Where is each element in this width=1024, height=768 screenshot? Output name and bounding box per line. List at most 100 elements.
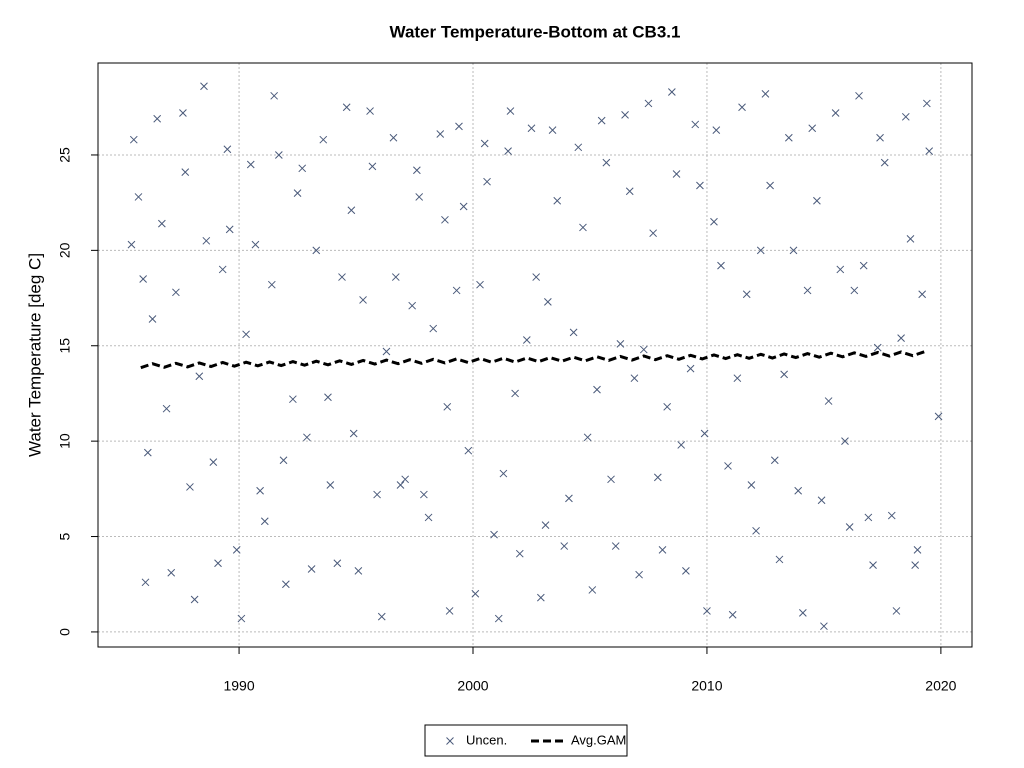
point — [214, 559, 222, 568]
point — [824, 397, 833, 405]
point — [700, 429, 709, 438]
y-tick-label: 5 — [57, 532, 73, 540]
point — [324, 393, 332, 402]
point — [167, 568, 176, 577]
marker-stroke — [443, 402, 452, 411]
point — [682, 567, 690, 575]
marker-stroke — [553, 196, 562, 205]
marker-stroke — [824, 397, 833, 405]
plot-frame — [97, 62, 973, 648]
point — [202, 236, 211, 245]
point — [897, 334, 905, 342]
point — [452, 286, 461, 295]
point — [717, 261, 725, 270]
point — [143, 448, 152, 457]
marker-stroke — [368, 162, 377, 171]
point — [880, 158, 889, 167]
marker-stroke — [897, 334, 905, 342]
point — [775, 555, 784, 564]
point — [515, 549, 524, 558]
marker-stroke — [887, 511, 896, 520]
marker-stroke — [349, 429, 358, 438]
marker-stroke — [237, 614, 246, 623]
point — [869, 561, 877, 570]
marker-stroke — [873, 343, 882, 352]
marker-stroke — [246, 160, 255, 169]
marker-stroke — [658, 546, 667, 554]
marker-stroke — [691, 120, 700, 129]
point — [780, 370, 788, 379]
marker-stroke — [611, 542, 620, 550]
marker-stroke — [635, 570, 643, 579]
marker-stroke — [396, 481, 405, 489]
point — [242, 330, 250, 339]
point — [541, 521, 550, 529]
point — [845, 523, 854, 531]
point — [934, 412, 943, 421]
marker-stroke — [934, 412, 943, 421]
point — [139, 275, 148, 283]
marker-stroke — [784, 133, 793, 142]
point — [747, 481, 756, 489]
point — [307, 565, 316, 573]
marker-stroke — [366, 107, 374, 115]
point — [225, 225, 234, 234]
point — [569, 328, 578, 337]
x-tick-label: 2000 — [457, 678, 488, 694]
marker-stroke — [200, 82, 208, 91]
point — [873, 343, 882, 352]
marker-stroke — [338, 273, 346, 281]
point — [913, 546, 922, 554]
marker-stroke — [214, 559, 222, 568]
point — [611, 542, 620, 550]
point — [303, 433, 311, 442]
point — [918, 290, 927, 299]
marker-stroke — [377, 612, 386, 621]
marker-stroke — [459, 202, 468, 211]
point — [464, 446, 473, 455]
marker-stroke — [511, 389, 519, 398]
marker-stroke — [770, 456, 779, 465]
point — [293, 189, 302, 197]
chart-title: Water Temperature-Bottom at CB3.1 — [390, 22, 681, 41]
point — [172, 288, 180, 297]
marker-stroke — [429, 324, 438, 333]
marker-stroke — [712, 126, 721, 135]
point — [282, 580, 290, 589]
marker-stroke — [733, 374, 742, 383]
point — [445, 607, 454, 615]
point — [382, 347, 391, 356]
point — [270, 91, 279, 100]
y-tick-label: 15 — [57, 338, 73, 354]
point — [766, 181, 774, 190]
point — [436, 130, 445, 138]
marker-stroke — [476, 280, 484, 289]
marker-stroke — [158, 219, 166, 228]
point — [413, 166, 421, 175]
marker-stroke — [279, 456, 288, 465]
marker-stroke — [532, 273, 541, 281]
marker-stroke — [892, 607, 901, 615]
marker-stroke — [515, 549, 524, 558]
point — [267, 280, 276, 289]
marker-stroke — [401, 475, 410, 484]
marker-stroke — [841, 437, 849, 445]
marker-stroke — [717, 261, 725, 270]
marker-stroke — [560, 542, 569, 550]
point — [733, 374, 742, 383]
marker-stroke — [242, 330, 250, 339]
point — [424, 513, 433, 522]
marker-stroke — [682, 567, 690, 575]
marker-stroke — [413, 166, 421, 175]
point — [841, 437, 849, 445]
marker-stroke — [913, 546, 922, 554]
marker-stroke — [536, 593, 545, 602]
marker-stroke — [794, 486, 803, 495]
point — [553, 196, 562, 205]
marker-stroke — [452, 286, 461, 295]
marker-stroke — [312, 246, 321, 255]
marker-stroke — [490, 530, 498, 539]
marker-stroke — [420, 490, 428, 499]
y-tick-label: 20 — [57, 242, 73, 258]
marker-stroke — [672, 170, 681, 178]
